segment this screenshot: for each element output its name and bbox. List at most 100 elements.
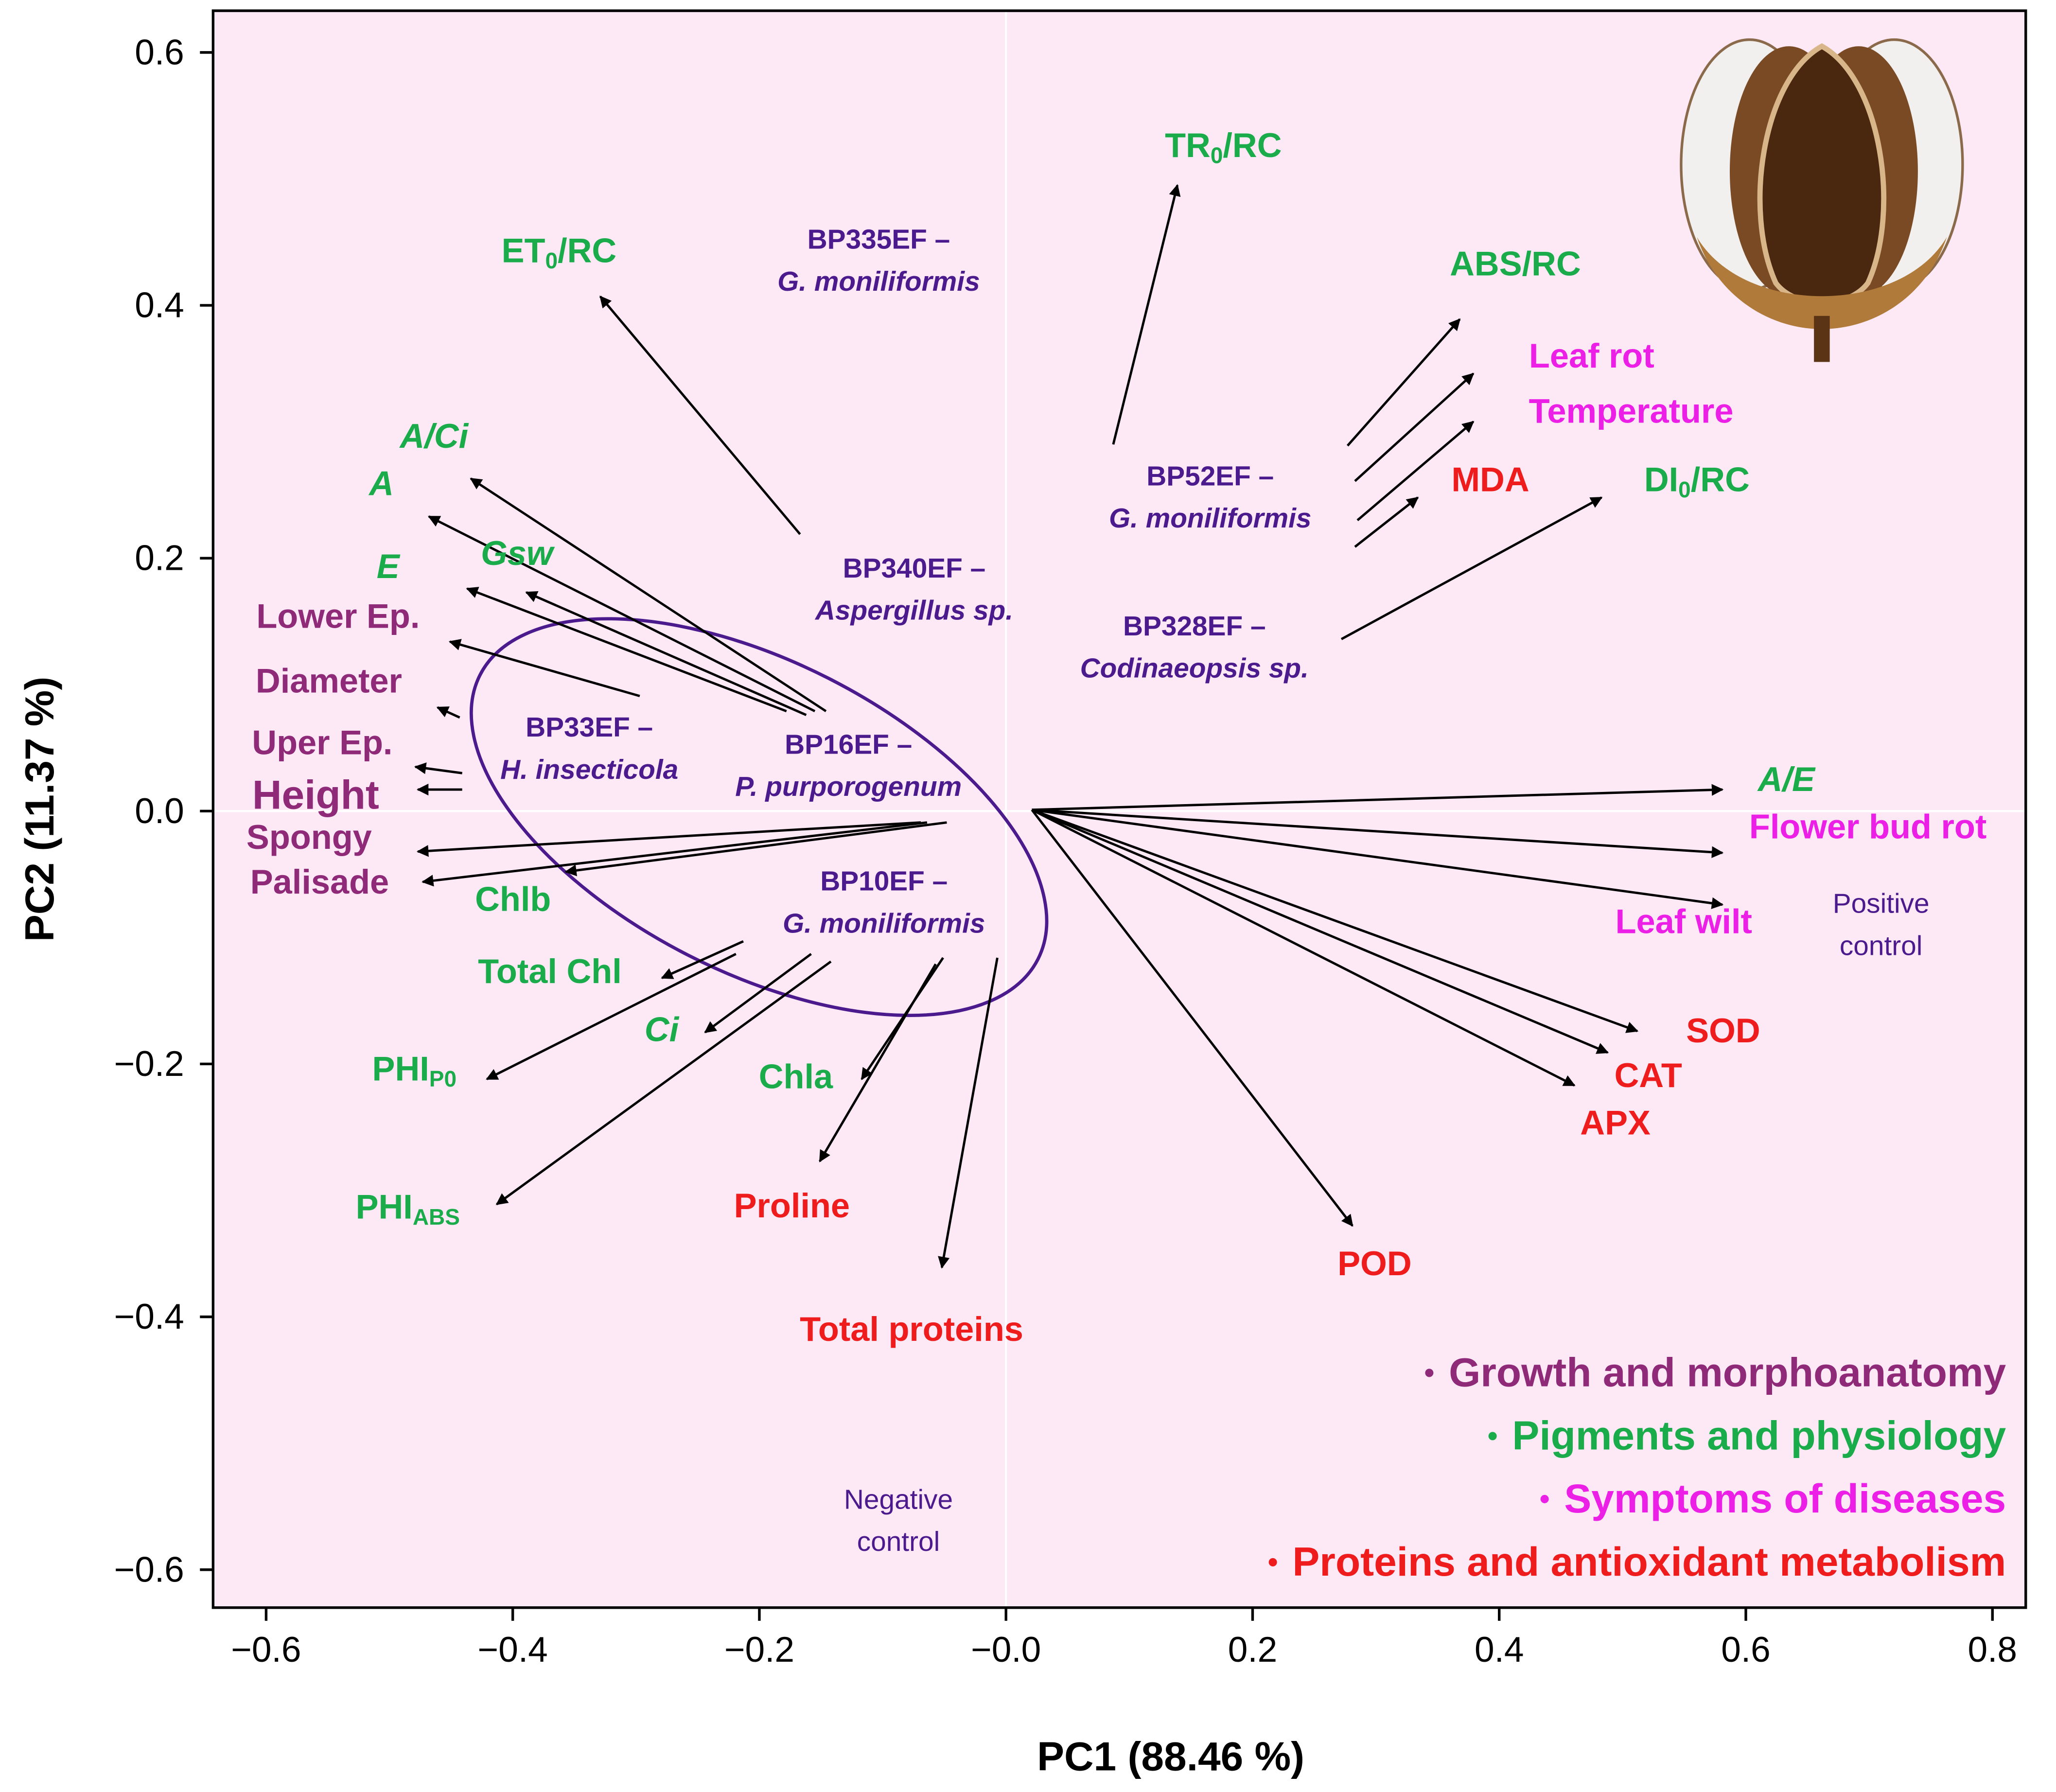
- treatment-label: BP52EF –: [1146, 461, 1274, 492]
- x-tick-label: 0.2: [1228, 1630, 1278, 1669]
- loading-label: A/E: [1757, 760, 1816, 798]
- loading-arrow: [466, 587, 787, 713]
- treatment-label: control: [1840, 931, 1922, 961]
- label-subscript: 0: [545, 248, 558, 273]
- label-suffix: /RC: [558, 231, 616, 269]
- loadings: [414, 184, 1724, 1269]
- treatment-label: BP328EF –: [1123, 611, 1266, 642]
- label-text: A/Ci: [399, 417, 469, 455]
- cotton-icon: [1680, 38, 1964, 362]
- loading-arrow: [470, 477, 827, 712]
- loading-arrow: [704, 953, 812, 1034]
- loading-arrow: [1112, 184, 1181, 445]
- loading-label: E: [377, 546, 401, 585]
- loading-label: PHIP0: [372, 1049, 457, 1091]
- loading-label: Palisade: [250, 862, 389, 901]
- label-text: PHI: [356, 1187, 413, 1226]
- legend-text: Symptoms of diseases: [1564, 1476, 2006, 1521]
- loading-label: CAT: [1615, 1055, 1682, 1094]
- loading-arrow: [1032, 808, 1724, 909]
- y-tick-label: 0.6: [135, 33, 184, 72]
- label-text: Lower Ep.: [256, 597, 420, 635]
- label-text: MDA: [1451, 460, 1529, 498]
- loading-label: Leaf rot: [1529, 336, 1654, 374]
- x-tick-label: −0.6: [231, 1630, 301, 1669]
- treatment-label: Positive: [1833, 889, 1930, 919]
- loading-label: Leaf wilt: [1616, 902, 1752, 940]
- label-text: ABS/RC: [1450, 244, 1581, 282]
- treatment-label: BP10EF –: [820, 866, 948, 897]
- treatment-label: G. moniliformis: [777, 266, 980, 297]
- x-tick-label: 0.6: [1721, 1630, 1771, 1669]
- loading-label: A: [368, 464, 394, 502]
- y-tick-label: −0.2: [114, 1044, 184, 1084]
- label-suffix: /RC: [1691, 460, 1750, 498]
- label-subscript: ABS: [413, 1204, 460, 1230]
- loading-arrow: [1031, 808, 1639, 1033]
- loading-label: POD: [1337, 1244, 1411, 1282]
- axes: −0.6 −0.4 −0.2 −0.0 0.2 0.4 0.6 0.8 −0.6 −0.4 −0.2…: [114, 33, 2017, 1669]
- x-tick-label: −0.2: [724, 1630, 794, 1669]
- loading-arrow: [428, 515, 816, 713]
- loading-label: Chla: [759, 1057, 833, 1095]
- x-axis-label: PC1 (88.46 %): [1037, 1734, 1304, 1779]
- loading-arrow: [1354, 496, 1419, 548]
- y-tick-label: 0.2: [135, 539, 184, 578]
- loading-label: SOD: [1686, 1011, 1760, 1049]
- loading-label: Lower Ep.: [256, 597, 420, 635]
- label-text: Chlb: [475, 879, 551, 918]
- label-text: TR: [1165, 126, 1211, 164]
- loading-arrow: [564, 821, 947, 877]
- treatment-label: G. moniliformis: [783, 908, 985, 939]
- legend-bullet: •: [1540, 1482, 1564, 1515]
- label-text: A/E: [1757, 760, 1816, 798]
- treatment-label: G. moniliformis: [1109, 503, 1312, 534]
- legend-entry: • Growth and morphoanatomy: [1424, 1349, 2006, 1395]
- loading-arrow: [436, 706, 460, 719]
- loading-label: Proline: [734, 1186, 850, 1224]
- label-text: PHI: [372, 1049, 429, 1088]
- y-tick-label: 0.0: [135, 791, 184, 831]
- loading-arrow: [525, 591, 807, 716]
- loading-arrow: [661, 940, 744, 979]
- loading-arrow: [448, 639, 640, 698]
- loading-arrow: [599, 295, 801, 535]
- label-text: Leaf rot: [1529, 336, 1654, 374]
- label-text: Proline: [734, 1186, 850, 1224]
- loading-arrow: [1032, 784, 1724, 811]
- y-axis-label: PC2 (11.37 %): [17, 677, 62, 942]
- label-text: Total proteins: [800, 1310, 1023, 1348]
- y-tick-label: −0.4: [114, 1297, 184, 1336]
- zero-lines: [213, 11, 2026, 1608]
- loading-label: Total proteins: [800, 1310, 1023, 1348]
- loading-arrow: [416, 821, 921, 857]
- treatment-label: P. purporogenum: [735, 772, 962, 802]
- loading-label: Flower bud rot: [1749, 807, 1986, 845]
- treatment-label: BP340EF –: [843, 553, 986, 584]
- loading-label: ABS/RC: [1450, 244, 1581, 282]
- label-subscript: 0: [1211, 143, 1223, 168]
- loading-label: Temperature: [1529, 391, 1734, 430]
- treatment-label: H. insecticola: [500, 755, 678, 785]
- legend-text: Growth and morphoanatomy: [1449, 1349, 2006, 1395]
- label-text: Height: [252, 772, 379, 818]
- loading-label: TR0/RC: [1165, 126, 1282, 168]
- loading-label: Uper Ep.: [252, 723, 392, 761]
- label-text: ET: [502, 231, 545, 269]
- label-text: APX: [1580, 1103, 1651, 1142]
- loading-arrow: [1031, 808, 1576, 1087]
- loading-label: Spongy: [246, 818, 372, 856]
- loading-arrow: [495, 960, 832, 1206]
- label-text: Total Chl: [478, 952, 622, 990]
- loading-label: MDA: [1451, 460, 1529, 498]
- label-text: Uper Ep.: [252, 723, 392, 761]
- loading-arrow: [819, 963, 937, 1162]
- loading-arrow: [1346, 318, 1461, 447]
- legend-entry: • Proteins and antioxidant metabolism: [1268, 1539, 2006, 1584]
- loading-arrow: [1032, 808, 1724, 858]
- treatment-label: BP16EF –: [785, 729, 912, 760]
- loading-label: Total Chl: [478, 952, 622, 990]
- loading-label: APX: [1580, 1103, 1651, 1142]
